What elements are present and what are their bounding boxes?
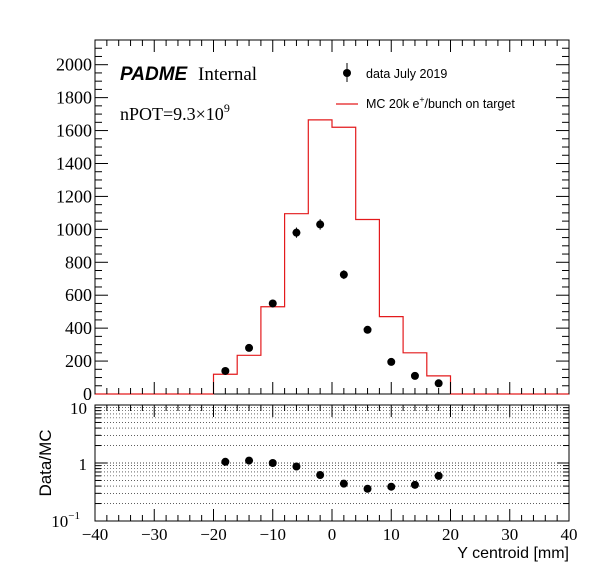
x-tick-label: −10 <box>259 525 286 544</box>
histogram-panel: 0 200 400 600 800 1000 1200 1400 1600 1800 2000 PA… <box>56 39 570 404</box>
ratio-tick-label-1: 1 <box>79 455 88 474</box>
histogram-y-axis: 0 200 400 600 800 1000 1200 1400 1600 1800 2000 <box>56 47 569 404</box>
ratio-panel: 10 1 10−1 −40 −30 −20 −10 0 10 20 30 40 Data/MC … <box>36 40 578 562</box>
ratio-y-axis-label: Data/MC <box>36 429 55 496</box>
padme-logo: PADME <box>120 64 189 85</box>
ratio-point <box>221 457 230 466</box>
internal-label: Internal <box>198 64 257 85</box>
x-tick-label: −40 <box>82 525 109 544</box>
ratio-point <box>363 484 372 493</box>
ratio-grid <box>95 407 569 504</box>
y-tick-label: 600 <box>65 285 92 305</box>
npot-label: nPOT=9.3×109 <box>120 101 230 124</box>
ratio-tick-label-10: 10 <box>70 399 87 418</box>
x-tick-label: −30 <box>141 525 168 544</box>
x-tick-label: −20 <box>200 525 227 544</box>
y-tick-label: 800 <box>65 252 92 272</box>
y-tick-label: 0 <box>83 384 92 404</box>
ratio-point <box>387 482 396 491</box>
data-point <box>268 299 277 308</box>
legend-data-marker <box>343 69 351 77</box>
mc-histogram-line <box>95 119 569 395</box>
x-axis: −40 −30 −20 −10 0 10 20 30 40 <box>82 40 578 544</box>
x-tick-label: 0 <box>328 525 337 544</box>
histogram-frame <box>94 39 570 395</box>
ratio-point <box>410 480 419 489</box>
x-tick-label: 10 <box>383 525 400 544</box>
data-point <box>292 228 301 237</box>
y-tick-label: 200 <box>65 351 92 371</box>
ratio-point <box>434 471 443 480</box>
data-point <box>221 366 230 375</box>
x-tick-label: 40 <box>561 525 578 544</box>
data-point <box>363 325 372 334</box>
ratio-point <box>292 462 301 471</box>
y-tick-label: 1800 <box>56 88 92 108</box>
ratio-point <box>316 471 325 480</box>
x-tick-label: 30 <box>501 525 518 544</box>
ratio-point <box>245 456 254 465</box>
y-tick-label: 2000 <box>56 55 92 75</box>
legend: data July 2019 MC 20k e+/bunch on target <box>336 63 515 111</box>
ratio-y-axis: 10 1 10−1 <box>51 399 569 531</box>
legend-mc-label: MC 20k e+/bunch on target <box>366 94 515 111</box>
y-tick-label: 1400 <box>56 153 92 173</box>
data-point <box>245 343 254 352</box>
y-tick-label: 1200 <box>56 186 92 206</box>
ratio-points <box>221 456 443 493</box>
ratio-tick-label-0.1: 10−1 <box>51 510 80 531</box>
data-points <box>221 219 443 388</box>
data-point <box>387 357 396 366</box>
legend-data-label: data July 2019 <box>366 67 447 81</box>
y-tick-label: 400 <box>65 318 92 338</box>
y-tick-label: 1600 <box>56 121 92 141</box>
data-point <box>339 270 348 279</box>
ratio-point <box>339 479 348 488</box>
ratio-point <box>268 459 277 467</box>
data-point <box>410 371 419 380</box>
data-point <box>434 379 443 388</box>
x-tick-label: 20 <box>442 525 459 544</box>
x-axis-label: Y centroid [mm] <box>457 545 569 562</box>
y-tick-label: 1000 <box>56 219 92 239</box>
data-point <box>316 220 325 229</box>
